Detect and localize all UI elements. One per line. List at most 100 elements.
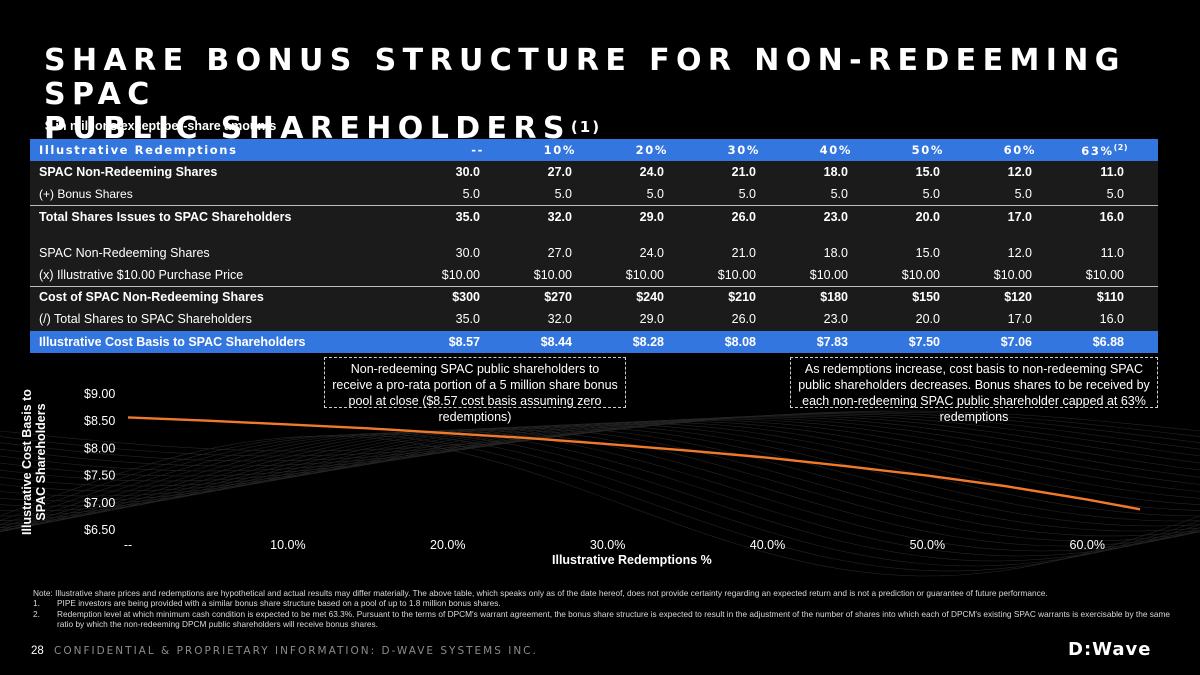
table-spacer-cell (1066, 228, 1158, 242)
title-line-2-text: PUBLIC SHAREHOLDERS (44, 111, 571, 146)
table-cell: 5.0 (738, 187, 756, 202)
table-cell: $10.00 (533, 267, 572, 282)
table-cell: $7.06 (1000, 334, 1032, 349)
table-cell: $8.57 (448, 334, 480, 349)
background-wave-line (0, 423, 1200, 517)
footnote-1-number: 1. (33, 598, 40, 609)
table-header-cell: 30% (698, 139, 790, 161)
table-cell: 5.0 (830, 187, 848, 202)
table-cell: $270 (514, 285, 606, 309)
x-tick-label: 50.0% (910, 538, 945, 552)
table-row-label: Total Shares Issues to SPAC Shareholders (30, 205, 422, 228)
row-total-shares-divisor: (/) Total Shares to SPAC Shareholders 35.… (30, 308, 1158, 331)
callout-zero-redemptions: Non-redeeming SPAC public shareholders t… (324, 357, 626, 424)
table-header-cell: -- (422, 139, 514, 161)
table-spacer-cell (698, 228, 790, 242)
table-cell: 30.0 (455, 245, 480, 260)
table-header-footnote-ref: (2) (1113, 142, 1128, 152)
background-wave-line (0, 415, 1200, 477)
table-cell: $150 (882, 285, 974, 309)
table-cell: $110 (1066, 285, 1158, 309)
table-header-cell: 10% (514, 139, 606, 161)
table-cell: $8.44 (540, 334, 572, 349)
row-non-redeeming-shares-2: SPAC Non-Redeeming Shares 30.0 27.0 24.0 21.… (30, 241, 1158, 264)
row-cost-of-shares: Cost of SPAC Non-Redeeming Shares $300 $27… (30, 285, 1158, 309)
table-spacer-cell (30, 228, 422, 242)
x-tick-label: -- (124, 538, 132, 552)
table-cell: 5.0 (646, 187, 664, 202)
y-tick-label: $6.50 (84, 523, 115, 537)
background-wave-line (0, 425, 1200, 527)
table-header-cell: 60% (974, 139, 1066, 161)
table-cell: $8.08 (724, 334, 756, 349)
table-row-label: SPAC Non-Redeeming Shares (39, 165, 218, 180)
table-cell: 17.0 (1007, 312, 1032, 327)
title-line-1: SHARE BONUS STRUCTURE FOR NON-REDEEMING … (44, 43, 1126, 112)
table-cell: 11.0 (1100, 245, 1124, 260)
table-header-cell: 50% (882, 139, 974, 161)
table-cell: $8.28 (632, 334, 664, 349)
table-row-label: (+) Bonus Shares (39, 187, 133, 202)
table-cell: 5.0 (554, 187, 572, 202)
chart-y-axis-label: Illustrative Cost Basis to SPAC Sharehol… (20, 389, 48, 535)
chart-svg: $6.50 $7.00 $7.50 $8.00 $8.50 $9.00 -- 10.0% 20.… (84, 387, 1141, 552)
row-total-shares: Total Shares Issues to SPAC Shareholders… (30, 205, 1158, 228)
table-spacer-cell (882, 228, 974, 242)
table-cell: 29.0 (606, 205, 698, 228)
background-wave-line (0, 413, 1200, 467)
table-row-label: Cost of SPAC Non-Redeeming Shares (30, 285, 422, 309)
table-spacer-cell (422, 228, 514, 242)
table-cell: 11.0 (1100, 165, 1124, 180)
table-header-cell-text: 60% (1003, 143, 1036, 158)
table-cell: 5.0 (1106, 187, 1124, 202)
table-cell: 23.0 (790, 205, 882, 228)
table-spacer-cell (790, 228, 882, 242)
title-footnote-ref: (1) (570, 118, 602, 136)
table-cell: 35.0 (422, 205, 514, 228)
table-cell: $10.00 (993, 267, 1032, 282)
y-tick-label: $7.00 (84, 496, 115, 510)
table-row-label: SPAC Non-Redeeming Shares (39, 245, 210, 260)
table-cell: 16.0 (1099, 312, 1124, 327)
table-cell: $7.50 (908, 334, 940, 349)
table-spacer-row (30, 227, 1158, 242)
row-purchase-price: (x) Illustrative $10.00 Purchase Price $1… (30, 263, 1158, 287)
table-cell: 5.0 (1014, 187, 1032, 202)
table-spacer-cell (974, 228, 1066, 242)
chart-x-axis-label: Illustrative Redemptions % (552, 553, 712, 567)
cost-basis-chart: $6.50 $7.00 $7.50 $8.00 $8.50 $9.00 -- 10.0% 20.… (30, 380, 1160, 570)
table-row-label: (/) Total Shares to SPAC Shareholders (39, 312, 252, 327)
table-cell: $10.00 (717, 267, 756, 282)
units-note: $ in millions except per-share amounts (45, 119, 277, 133)
table-cell: $10.00 (809, 267, 848, 282)
title-line-2: PUBLIC SHAREHOLDERS(1) (44, 112, 1154, 146)
table-cell: 15.0 (915, 165, 940, 180)
table-cell: 32.0 (514, 205, 606, 228)
table-cell: 5.0 (462, 187, 480, 202)
x-tick-label: 10.0% (270, 538, 305, 552)
table-cell: 21.0 (731, 245, 756, 260)
background-wave-line (0, 424, 1200, 522)
table-cell: 20.0 (882, 205, 974, 228)
dwave-logo-text: D:Wave (1068, 639, 1151, 660)
table-header-cell-text: 40% (819, 143, 852, 158)
table-cell: $300 (422, 285, 514, 309)
table-cell: 20.0 (915, 312, 940, 327)
footnote-1: 1. PIPE investors are being provided wit… (33, 598, 1173, 608)
table-cell: $120 (974, 285, 1066, 309)
footnote-2-number: 2. (33, 608, 40, 619)
y-tick-label: $8.50 (84, 414, 115, 428)
table-header-row: Illustrative Redemptions -- 10% 20% 30% 40% 50… (30, 139, 1158, 162)
table-header-label: Illustrative Redemptions (39, 143, 238, 158)
table-cell: 12.0 (1007, 245, 1032, 260)
background-wave-line (0, 432, 1200, 562)
table-cell: 21.0 (731, 165, 756, 180)
background-wave-line (0, 430, 1200, 552)
table-cell: 24.0 (639, 165, 664, 180)
background-wave-line (0, 416, 1200, 482)
background-wave-line (0, 426, 1200, 532)
y-tick-label: $8.00 (84, 441, 115, 455)
table-header-cell-text: 20% (635, 143, 668, 158)
background-wave-line (0, 431, 1200, 557)
table-cell: $180 (790, 285, 882, 309)
